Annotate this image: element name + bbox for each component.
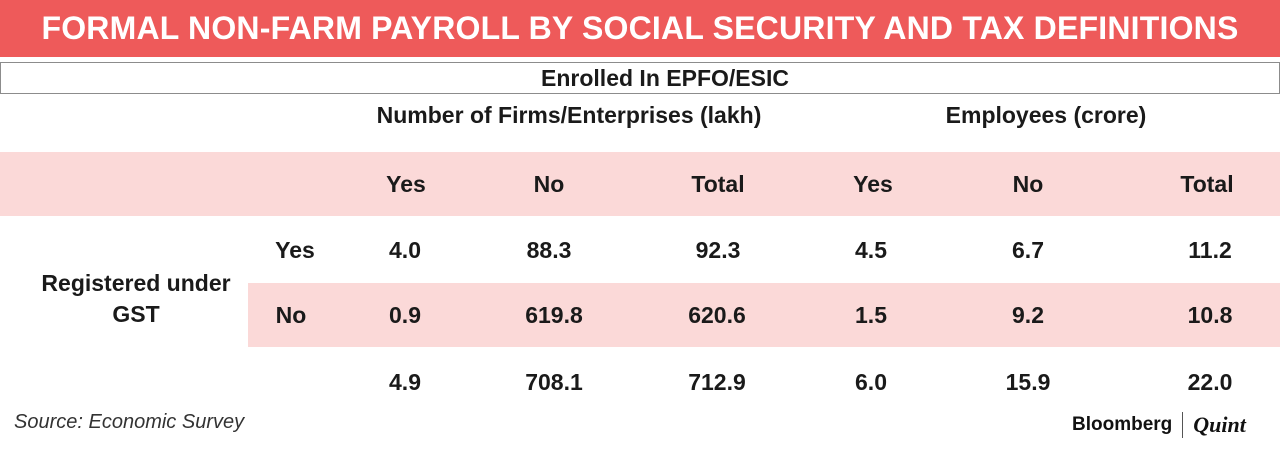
cell-no-emp-no: 9.2 — [1012, 302, 1044, 328]
employees-subgroup-header: Employees (crore) — [945, 102, 1147, 128]
cell-yes-emp-total: 11.2 — [1188, 237, 1232, 263]
col-header-emp-no: No — [1012, 171, 1044, 197]
col-header-firms-total: Total — [691, 171, 745, 197]
column-group-header: Enrolled In EPFO/ESIC — [541, 65, 789, 91]
cell-total-firms-total: 712.9 — [688, 369, 746, 395]
left-border — [0, 62, 1, 93]
cell-total-emp-no: 15.9 — [1005, 369, 1051, 395]
cell-total-firms-no: 708.1 — [525, 369, 583, 395]
cell-total-firms-yes: 4.9 — [389, 369, 421, 395]
top-rule — [0, 62, 1280, 63]
cell-no-emp-yes: 1.5 — [855, 302, 887, 328]
cell-total-emp-yes: 6.0 — [855, 369, 887, 395]
column-header-band — [0, 152, 1280, 216]
cell-yes-emp-no: 6.7 — [1012, 237, 1044, 263]
cell-yes-firms-no: 88.3 — [526, 237, 572, 263]
col-header-emp-yes: Yes — [853, 171, 893, 197]
col-header-firms-no: No — [533, 171, 565, 197]
cell-total-emp-total: 22.0 — [1187, 369, 1233, 395]
cell-no-firms-no: 619.8 — [525, 302, 583, 328]
row-label-no: No — [275, 302, 307, 328]
cell-no-emp-total: 10.8 — [1187, 302, 1233, 328]
row-group-label: Registered under GST — [41, 270, 231, 327]
brand-quint: Quint — [1193, 412, 1246, 437]
col-header-firms-yes: Yes — [386, 171, 426, 197]
firms-subgroup-header: Number of Firms/Enterprises (lakh) — [376, 102, 762, 128]
row-label-yes: Yes — [275, 237, 315, 263]
cell-yes-emp-yes: 4.5 — [855, 237, 887, 263]
col-header-emp-total: Total — [1180, 171, 1234, 197]
cell-no-firms-total: 620.6 — [688, 302, 746, 328]
source-note: Source: Economic Survey — [14, 411, 245, 433]
row-no-band — [248, 283, 1280, 347]
cell-yes-firms-total: 92.3 — [695, 237, 741, 263]
brand-separator — [1182, 412, 1184, 438]
cell-no-firms-yes: 0.9 — [389, 302, 421, 328]
group-header-rule — [0, 93, 1280, 94]
cell-yes-firms-yes: 4.0 — [389, 237, 421, 263]
brand-logo: Bloomberg Quint — [1072, 410, 1246, 440]
chart-title: FORMAL NON-FARM PAYROLL BY SOCIAL SECURI… — [0, 0, 1280, 57]
brand-bloomberg: Bloomberg — [1072, 414, 1173, 435]
